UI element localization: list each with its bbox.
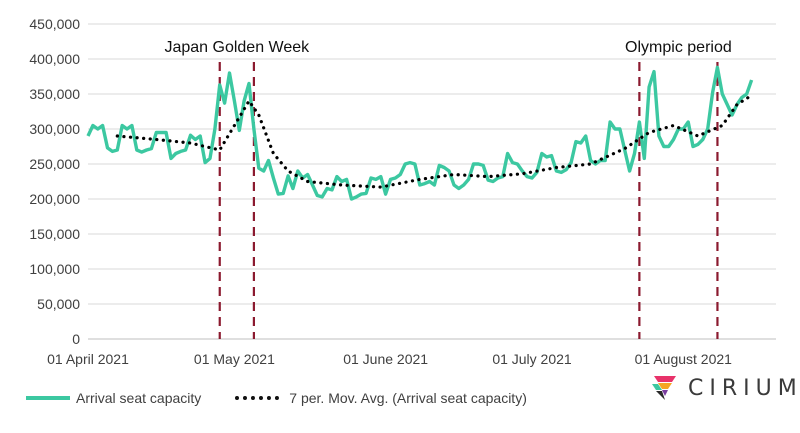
legend-label: Arrival seat capacity	[76, 390, 202, 406]
y-tick-label: 450,000	[29, 16, 80, 32]
y-axis: 0 50,000 100,000 150,000 200,000 250,000 300,0…	[29, 16, 80, 347]
annotation-label: Japan Golden Week	[164, 39, 310, 56]
series-line-arrival-seat-capacity	[86, 65, 754, 201]
annotation-labels: Japan Golden Week Olympic period	[164, 39, 731, 56]
y-tick-label: 100,000	[29, 261, 80, 277]
gridlines	[88, 23, 776, 340]
legend-label: 7 per. Mov. Avg. (Arrival seat capacity)	[289, 390, 527, 406]
y-tick-label: 200,000	[29, 191, 80, 207]
x-tick-label: 01 May 2021	[194, 351, 275, 367]
legend-swatch-dotted	[235, 396, 280, 400]
x-axis: 01 April 2021 01 May 2021 01 June 2021 01 J…	[47, 351, 732, 367]
y-tick-label: 250,000	[29, 156, 80, 172]
y-tick-label: 400,000	[29, 51, 80, 67]
legend: Arrival seat capacity 7 per. Mov. Avg. (…	[26, 388, 561, 408]
x-tick-label: 01 June 2021	[343, 351, 428, 367]
plot-series	[86, 65, 754, 201]
cirium-logo: CIRIUM	[650, 374, 800, 402]
x-tick-label: 01 April 2021	[47, 351, 129, 367]
annotation-markers	[218, 62, 719, 339]
y-tick-label: 150,000	[29, 226, 80, 242]
y-tick-label: 50,000	[37, 296, 80, 312]
legend-item-moving-average: 7 per. Mov. Avg. (Arrival seat capacity)	[235, 390, 527, 406]
y-tick-label: 350,000	[29, 86, 80, 102]
annotation-label: Olympic period	[625, 39, 732, 56]
x-tick-label: 01 August 2021	[635, 351, 733, 367]
legend-swatch-solid	[26, 396, 70, 400]
y-tick-label: 300,000	[29, 121, 80, 137]
brand-name: CIRIUM	[688, 375, 800, 401]
y-tick-label: 0	[72, 331, 80, 347]
series-line-moving-average	[115, 93, 754, 189]
legend-item-arrival-seat-capacity: Arrival seat capacity	[26, 390, 201, 406]
x-tick-label: 01 July 2021	[492, 351, 572, 367]
cirium-logo-icon	[652, 376, 676, 400]
